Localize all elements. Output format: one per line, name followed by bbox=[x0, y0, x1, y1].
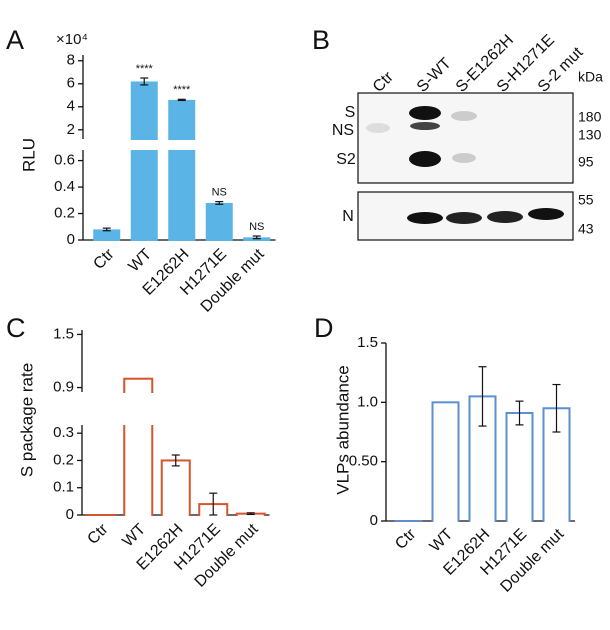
unit-label: kDa bbox=[578, 69, 603, 85]
y-tick-label: 0 bbox=[370, 512, 378, 529]
value-annotation: NS bbox=[212, 187, 227, 199]
x-tick-label: Ctr bbox=[392, 525, 420, 553]
bar-group bbox=[87, 515, 115, 517]
panel-label: B bbox=[312, 25, 330, 55]
band bbox=[451, 111, 477, 121]
band bbox=[528, 208, 564, 220]
x-tick-label: WT bbox=[427, 526, 457, 556]
y-tick-label: 6 bbox=[67, 75, 75, 92]
error-group bbox=[209, 460, 217, 467]
y-tick-label: 0 bbox=[67, 231, 75, 248]
bar bbox=[93, 141, 120, 152]
bar-group bbox=[206, 203, 233, 242]
bar bbox=[199, 394, 227, 464]
bar-group bbox=[396, 521, 422, 523]
bar-group bbox=[199, 394, 227, 464]
band bbox=[366, 123, 390, 133]
y-tick-label: 0.9 bbox=[53, 379, 74, 396]
band-label: S2 bbox=[336, 151, 356, 168]
y-tick-label: 1.0 bbox=[357, 393, 378, 410]
blot-frame bbox=[358, 93, 573, 183]
bar-group bbox=[87, 394, 115, 467]
marker-label: 180 bbox=[578, 109, 602, 125]
bar-group bbox=[206, 141, 233, 150]
x-tick-label: WT bbox=[125, 246, 155, 276]
marker-label: 55 bbox=[578, 192, 594, 208]
lane-label: S-WT bbox=[414, 55, 455, 96]
bar bbox=[206, 141, 233, 150]
bar bbox=[243, 141, 270, 153]
bar-group bbox=[507, 413, 533, 523]
y-tick-label: 2 bbox=[67, 121, 75, 138]
y-tick-label: 8 bbox=[67, 52, 75, 69]
y-tick-label: 0.6 bbox=[54, 152, 75, 169]
band bbox=[407, 212, 443, 224]
band-label: N bbox=[342, 208, 354, 225]
marker-label: 130 bbox=[578, 127, 602, 143]
y-tick-label: 0.1 bbox=[53, 479, 74, 496]
x-tick-label: WT bbox=[119, 521, 149, 551]
bar-group bbox=[237, 394, 265, 467]
y-axis-label: VLPs abundance bbox=[333, 365, 352, 495]
band-label: S bbox=[345, 104, 356, 121]
bar bbox=[433, 402, 459, 523]
bar bbox=[168, 100, 195, 141]
band bbox=[487, 211, 523, 223]
bar-group bbox=[93, 141, 120, 152]
y-tick-label: 0.3 bbox=[53, 424, 74, 441]
bar-group bbox=[433, 402, 459, 523]
panel-label: C bbox=[6, 313, 26, 343]
y-tick-label: 4 bbox=[67, 98, 75, 115]
y-tick-label: 1.5 bbox=[53, 325, 74, 342]
bar-group bbox=[124, 379, 152, 394]
bar bbox=[87, 394, 115, 467]
band-label: NS bbox=[332, 122, 354, 139]
blot bbox=[358, 93, 573, 240]
x-tick-label: Ctr bbox=[84, 520, 112, 548]
bar-group bbox=[168, 100, 195, 141]
bar bbox=[507, 413, 533, 523]
panel-label: A bbox=[6, 25, 24, 55]
y-axis-label: RLU bbox=[19, 138, 38, 172]
bar bbox=[131, 81, 158, 141]
bar bbox=[162, 394, 190, 450]
bar bbox=[162, 460, 190, 517]
bar-group bbox=[131, 81, 158, 141]
y-axis-label: S package rate bbox=[17, 363, 36, 477]
marker-label: 43 bbox=[578, 221, 594, 237]
band bbox=[409, 106, 441, 120]
marker-label: 95 bbox=[578, 154, 594, 170]
value-annotation: NS bbox=[249, 221, 264, 233]
y-tick-label: 0.4 bbox=[54, 178, 75, 195]
band bbox=[452, 153, 476, 163]
value-annotation: **** bbox=[173, 84, 191, 96]
error-group bbox=[178, 99, 186, 100]
bar-group bbox=[162, 460, 190, 517]
bar-group bbox=[162, 394, 190, 450]
y-tick-label: 0.2 bbox=[53, 451, 74, 468]
bar-group bbox=[243, 141, 270, 153]
y-multiplier: ×10⁴ bbox=[56, 31, 88, 48]
band bbox=[446, 212, 482, 224]
bar bbox=[87, 515, 115, 517]
x-tick-label: Ctr bbox=[90, 245, 118, 273]
bar bbox=[124, 379, 152, 394]
bar bbox=[237, 394, 265, 467]
bar bbox=[396, 521, 422, 523]
y-tick-label: 0 bbox=[66, 506, 74, 523]
error-group bbox=[172, 448, 180, 452]
bar bbox=[206, 203, 233, 242]
band bbox=[410, 122, 440, 130]
panel-label: D bbox=[314, 313, 334, 343]
y-tick-label: 1.5 bbox=[357, 334, 378, 351]
error-group bbox=[247, 467, 255, 468]
value-annotation: **** bbox=[136, 63, 154, 75]
lane-label: Ctr bbox=[370, 68, 398, 96]
band bbox=[409, 151, 441, 167]
y-tick-label: 0.2 bbox=[54, 204, 75, 221]
y-tick-label: 0.50 bbox=[349, 453, 378, 470]
